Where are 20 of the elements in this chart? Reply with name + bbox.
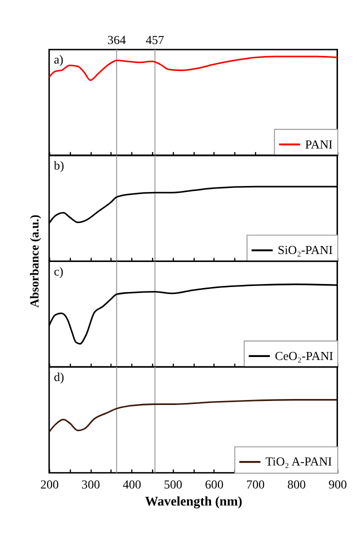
x-tick-label: 300	[82, 477, 100, 492]
ref-line-label: 364	[107, 32, 126, 47]
x-tick-label: 800	[287, 477, 306, 492]
legend-label: CeO₂-PANI	[274, 348, 334, 363]
x-tick-label: 500	[164, 477, 182, 492]
x-tick-label: 200	[40, 477, 59, 492]
x-tick-label: 400	[122, 477, 142, 492]
legend-label: PANI	[305, 137, 333, 152]
x-axis-title: Wavelength (nm)	[145, 493, 242, 508]
text: c)	[54, 264, 64, 278]
y-axis-title: Absorbance (a.u.)	[28, 214, 42, 308]
ref-line-label: 457	[146, 32, 164, 47]
annotation: a)	[54, 52, 64, 67]
legend-label: SiO₂-PANI	[278, 243, 333, 258]
x-tick-label: 900	[328, 477, 347, 492]
x-tick-label: 700	[246, 477, 265, 492]
text: b)	[54, 158, 64, 173]
legend-label: TiO₂ A-PANI	[265, 454, 332, 469]
x-tick-label: 600	[205, 477, 224, 492]
text: d)	[54, 370, 64, 384]
